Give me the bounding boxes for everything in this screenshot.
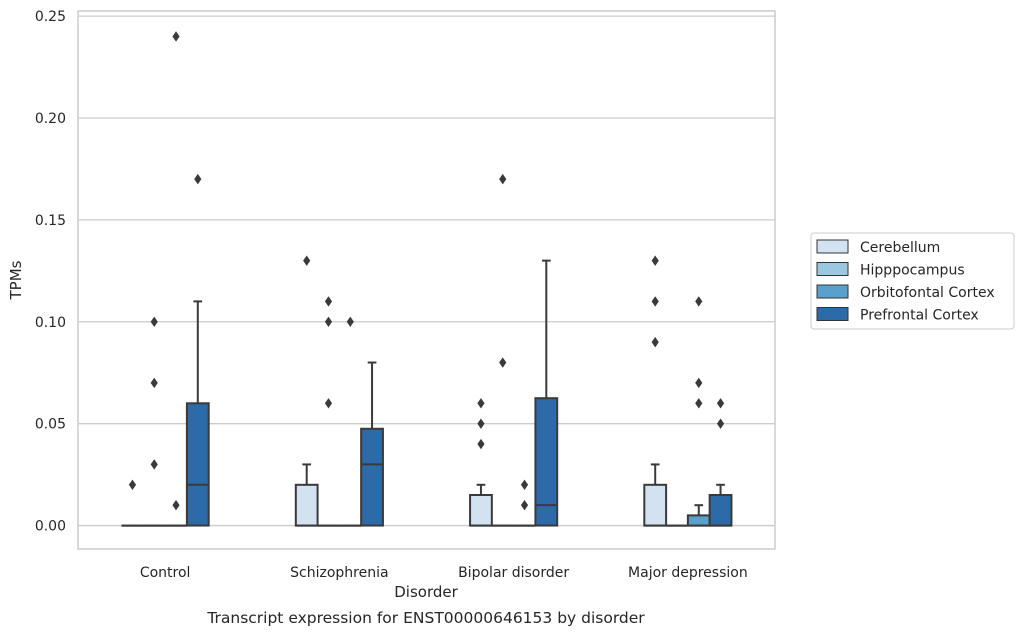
legend-swatch xyxy=(816,239,849,254)
y-tick-label: 0.10 xyxy=(35,315,66,331)
x-tick-label: Control xyxy=(140,565,191,581)
outlier-point xyxy=(716,418,725,429)
legend-swatch xyxy=(816,307,849,321)
outlier-point xyxy=(716,398,725,409)
outlier-point xyxy=(150,459,158,470)
legend-swatch xyxy=(816,284,849,299)
box-0-3 xyxy=(185,173,210,527)
box-0-1 xyxy=(143,316,166,527)
outlier-point xyxy=(324,296,333,307)
y-tick-label: 0.15 xyxy=(35,213,66,229)
y-tick-label: 0.25 xyxy=(35,9,66,25)
outlier-point xyxy=(695,296,703,307)
outlier-point xyxy=(695,398,703,409)
box-body xyxy=(708,493,733,527)
outlier-point xyxy=(324,398,333,409)
outlier-point xyxy=(346,316,354,327)
box-1-0 xyxy=(294,255,319,527)
box-body xyxy=(643,483,668,527)
outlier-point xyxy=(477,438,485,450)
legend-label: Prefrontal Cortex xyxy=(860,308,979,324)
x-tick-labels: Control Schizophrenia Bipolar disorder Majo… xyxy=(140,565,748,581)
legend-frame xyxy=(810,232,1015,330)
box-3-3 xyxy=(708,398,733,527)
box-body xyxy=(686,514,711,527)
box-3-0 xyxy=(643,255,668,527)
outlier-point xyxy=(477,398,485,409)
outlier-point xyxy=(651,336,659,348)
outlier-point xyxy=(194,173,202,185)
box-body xyxy=(534,397,559,527)
x-tick-label: Major depression xyxy=(628,565,748,581)
legend: Cerebellum Hipppocampus Orbitofontal Corte… xyxy=(810,232,1015,330)
outlier-point xyxy=(695,377,703,389)
outlier-point xyxy=(172,31,180,42)
y-axis-label: TPMs xyxy=(7,260,25,300)
box-body xyxy=(469,493,493,527)
outlier-point xyxy=(172,499,180,511)
legend-label: Hipppocampus xyxy=(860,263,965,279)
outlier-point xyxy=(324,316,333,327)
box-2-0 xyxy=(469,398,493,527)
box-1-2 xyxy=(339,316,362,527)
legend-label: Orbitofontal Cortex xyxy=(860,285,995,301)
x-axis-label: Disorder xyxy=(394,583,458,601)
box-body xyxy=(360,427,384,527)
outlier-point xyxy=(150,316,158,327)
y-tick-label: 0.20 xyxy=(35,111,66,127)
box-plot-series xyxy=(121,31,733,527)
y-tick-labels: 0.00 0.05 0.10 0.15 0.20 0.25 xyxy=(35,9,66,534)
outlier-point xyxy=(128,479,137,491)
chart-caption: Transcript expression for ENST0000064615… xyxy=(206,609,645,627)
box-2-1 xyxy=(491,173,514,527)
outlier-point xyxy=(520,479,529,491)
box-1-3 xyxy=(360,361,384,527)
box-2-3 xyxy=(534,259,559,527)
box-0-0 xyxy=(121,479,144,527)
box-2-2 xyxy=(513,479,536,527)
outlier-point xyxy=(150,377,158,389)
outlier-point xyxy=(477,418,485,429)
outlier-point xyxy=(499,357,507,368)
box-body xyxy=(294,483,319,527)
legend-swatch xyxy=(816,262,849,276)
x-tick-label: Schizophrenia xyxy=(290,565,388,581)
plot-frame xyxy=(77,10,776,550)
box-body xyxy=(185,402,210,527)
outlier-point xyxy=(499,173,507,185)
legend-label: Cerebellum xyxy=(860,240,940,256)
outlier-point xyxy=(651,296,659,307)
x-tick-label: Bipolar disorder xyxy=(458,565,569,581)
box-0-2 xyxy=(165,31,187,527)
y-tick-label: 0.00 xyxy=(35,519,66,535)
outlier-point xyxy=(303,255,311,266)
y-tick-label: 0.05 xyxy=(35,417,66,433)
outlier-point xyxy=(651,255,659,266)
outlier-point xyxy=(520,499,529,511)
box-1-1 xyxy=(317,296,340,527)
